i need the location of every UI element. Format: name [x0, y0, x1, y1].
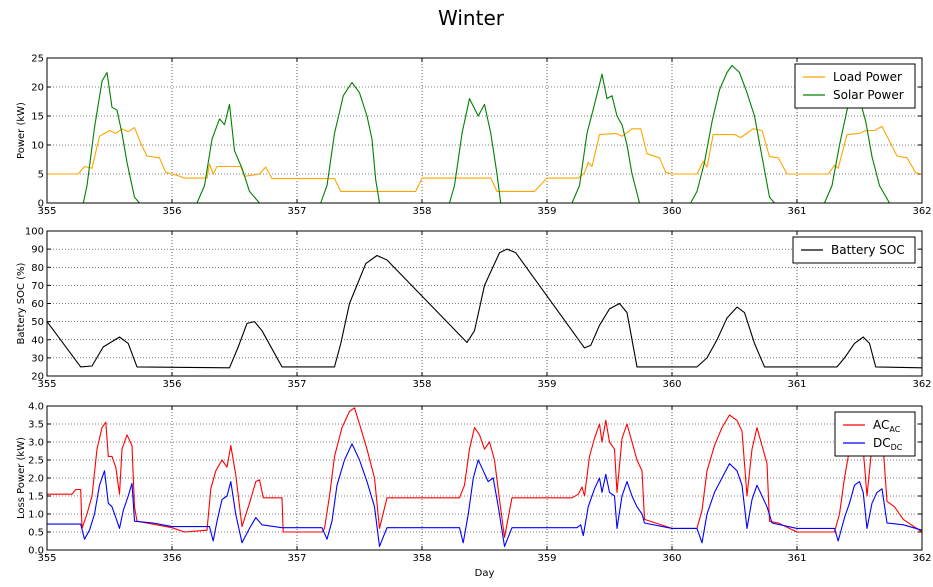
y-tick-label: 60 [31, 299, 44, 310]
plot-frame [46, 57, 923, 204]
x-tick-label: 360 [662, 206, 681, 217]
y-axis-label: Loss Power (kW) [16, 437, 27, 519]
y-tick-label: 0.5 [28, 528, 44, 539]
y-tick-label: 1.0 [28, 510, 44, 521]
legend-label-text: Battery SOC [831, 243, 905, 257]
legend-box [794, 63, 916, 109]
power-panel: 355 356 357 358 359 360 361 362 0 5 10 15 20 25 Power … [16, 54, 932, 218]
x-tick-label: 359 [537, 206, 556, 217]
x-tick-label: 358 [412, 206, 431, 217]
y-tick-label: 0 [38, 199, 44, 210]
y-tick-label: 2.0 [28, 474, 44, 485]
y-tick-label: 40 [31, 335, 44, 346]
legend-label-text: Load Power [833, 70, 902, 84]
y-tick-label: 90 [31, 245, 44, 256]
legend-label-1: DCDC [873, 436, 903, 452]
legend: ACAC DCDC [834, 411, 916, 457]
x-tick-label: 356 [162, 553, 181, 564]
x-tick-label: 355 [37, 206, 56, 217]
x-tick-label: 359 [537, 379, 556, 390]
y-tick-label: 20 [31, 83, 44, 94]
legend-label-1: Solar Power [833, 88, 904, 102]
x-axis-label: Day [475, 568, 495, 579]
y-axis-label: Power (kW) [16, 102, 27, 159]
x-tick-label: 361 [787, 379, 806, 390]
x-tick-label: 355 [37, 379, 56, 390]
x-tick-label: 362 [912, 206, 931, 217]
plot-frame [46, 230, 923, 377]
x-tick-label: 361 [787, 206, 806, 217]
x-tick-label: 356 [162, 379, 181, 390]
y-tick-label: 10 [31, 141, 44, 152]
series-line-1 [47, 443, 923, 547]
legend: Load Power Solar Power [794, 63, 916, 109]
series-line-0 [47, 407, 923, 538]
x-tick-label: 357 [287, 553, 306, 564]
x-tick-label: 362 [912, 553, 931, 564]
x-tick-label: 355 [37, 553, 56, 564]
x-tick-label: 362 [912, 379, 931, 390]
x-tick-label: 358 [412, 553, 431, 564]
soc-panel: 355 356 357 358 359 360 361 362 20 30 40 50 60 70 80 90… [16, 227, 932, 391]
x-tick-label: 360 [662, 553, 681, 564]
y-tick-label: 2.5 [28, 456, 44, 467]
x-tick-label: 360 [662, 379, 681, 390]
legend-label-subscript: DC [891, 443, 903, 452]
y-tick-label: 70 [31, 281, 44, 292]
x-tick-label: 357 [287, 206, 306, 217]
legend-label-text: Solar Power [833, 88, 904, 102]
series-line-1 [47, 64, 922, 204]
y-tick-label: 30 [31, 353, 44, 364]
legend-label-0: Battery SOC [831, 243, 905, 257]
x-tick-label: 361 [787, 553, 806, 564]
y-tick-label: 100 [25, 227, 44, 238]
y-tick-label: 5 [38, 170, 44, 181]
y-tick-label: 4.0 [28, 402, 44, 413]
y-tick-label: 3.0 [28, 438, 44, 449]
y-axis-label: Battery SOC (%) [16, 262, 27, 344]
series-line-0 [47, 125, 923, 192]
y-tick-label: 80 [31, 263, 44, 274]
y-tick-label: 25 [31, 54, 44, 65]
y-tick-label: 20 [31, 372, 44, 383]
y-tick-label: 50 [31, 317, 44, 328]
y-tick-label: 1.5 [28, 492, 44, 503]
legend-label-subscript: AC [889, 425, 900, 434]
x-tick-label: 358 [412, 379, 431, 390]
plot-frame [46, 405, 923, 551]
figure-title: Winter [438, 6, 505, 30]
legend-label-0: ACAC [873, 418, 901, 434]
loss-panel: 355 356 357 358 359 360 361 362 0.0 0.5 1.0 1.5 2.0 2… [16, 402, 932, 580]
x-tick-label: 356 [162, 206, 181, 217]
x-tick-label: 359 [537, 553, 556, 564]
legend-box [834, 411, 916, 457]
y-tick-label: 15 [31, 112, 44, 123]
legend-label-0: Load Power [833, 70, 902, 84]
legend-label-text: DC [873, 436, 891, 450]
x-tick-label: 357 [287, 379, 306, 390]
legend-label-text: AC [873, 418, 889, 432]
legend: Battery SOC [792, 236, 916, 264]
y-tick-label: 3.5 [28, 420, 44, 431]
series-line-0 [46, 248, 923, 369]
y-tick-label: 0.0 [28, 546, 44, 557]
